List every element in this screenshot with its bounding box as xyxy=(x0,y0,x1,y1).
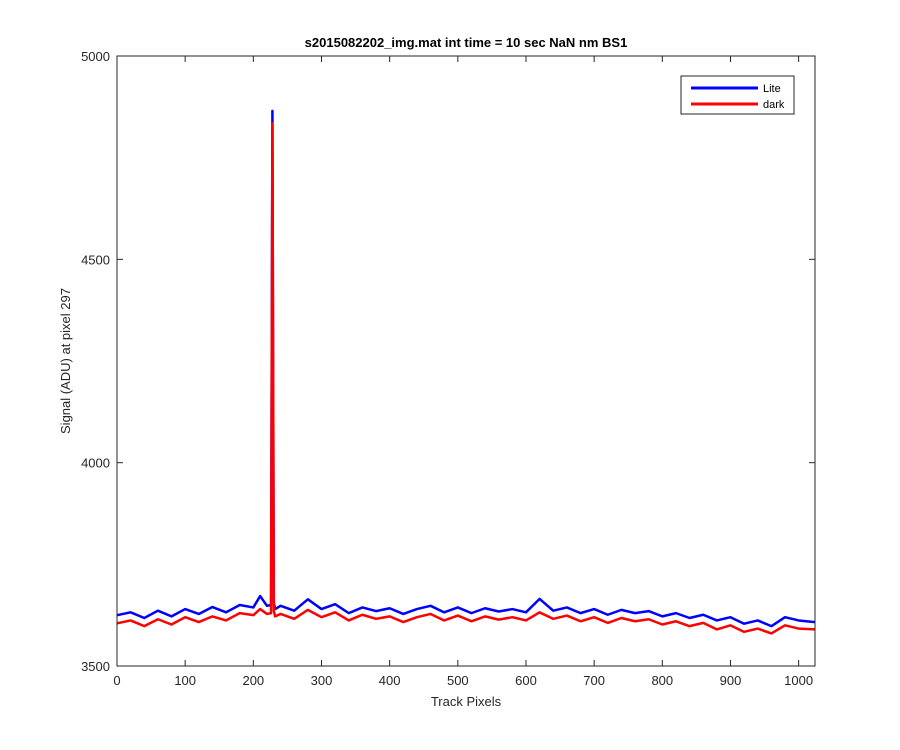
y-tick-label-3500: 3500 xyxy=(81,659,110,674)
series-layer xyxy=(116,109,816,635)
x-tick-label-100: 100 xyxy=(174,673,196,688)
y-tick-label-4500: 4500 xyxy=(81,252,110,267)
legend-label-lite: Lite xyxy=(763,83,781,95)
x-tick-layer: 0 100 200 300 400 500 600 700 800 900 1000 xyxy=(113,56,813,688)
x-tick-label-500: 500 xyxy=(447,673,469,688)
x-axis-label: Track Pixels xyxy=(431,694,502,709)
y-tick-label-5000: 5000 xyxy=(81,49,110,64)
series-line-lite xyxy=(116,109,816,628)
x-tick-label-400: 400 xyxy=(379,673,401,688)
y-tick-layer: 3500 4000 4500 5000 xyxy=(81,49,815,674)
x-tick-label-200: 200 xyxy=(242,673,264,688)
series-line-dark xyxy=(116,121,816,635)
legend: Lite dark xyxy=(680,75,795,115)
plot-area xyxy=(117,56,815,666)
x-tick-label-800: 800 xyxy=(651,673,673,688)
x-tick-label-600: 600 xyxy=(515,673,537,688)
y-axis-label: Signal (ADU) at pixel 297 xyxy=(58,288,73,434)
x-tick-label-1000: 1000 xyxy=(784,673,813,688)
legend-box xyxy=(680,75,795,115)
axes-box xyxy=(116,55,816,667)
chart-title: s2015082202_img.mat int time = 10 sec Na… xyxy=(305,35,628,50)
y-tick-label-4000: 4000 xyxy=(81,456,110,471)
legend-label-dark: dark xyxy=(763,99,785,111)
x-tick-label-300: 300 xyxy=(311,673,333,688)
x-tick-label-0: 0 xyxy=(113,673,120,688)
x-tick-label-900: 900 xyxy=(720,673,742,688)
x-tick-label-700: 700 xyxy=(583,673,605,688)
